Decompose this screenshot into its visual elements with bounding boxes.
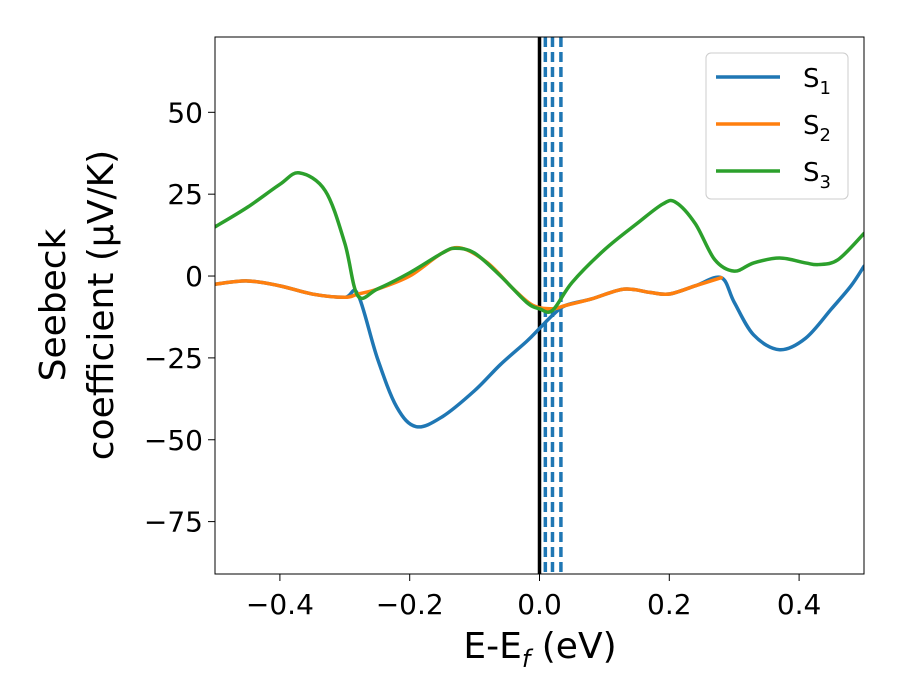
x-tick-label: −0.4 [246, 588, 314, 621]
y-axis-label-line2: coefficient (μV/K) [81, 150, 122, 460]
y-tick-label: 0 [185, 260, 203, 293]
series-line-S3 [215, 171, 864, 314]
reference-lines [537, 37, 563, 574]
y-tick-label: −75 [144, 506, 203, 539]
legend: S1 S2 S3 [705, 52, 849, 200]
y-axis-label-line1: Seebeck [33, 228, 74, 381]
y-tick-label: −25 [144, 342, 203, 375]
y-axis: 50 25 0 −25 −50 −75 [144, 96, 215, 539]
legend-label-S2: S2 [803, 111, 831, 146]
x-tick-label: 0.4 [777, 588, 822, 621]
x-tick-label: 0.2 [647, 588, 692, 621]
y-axis-label: Seebeck coefficient (μV/K) [33, 150, 122, 460]
legend-label-S1: S1 [803, 64, 831, 99]
y-tick-label: 50 [167, 96, 203, 129]
series-line-S2 [215, 245, 723, 311]
x-axis-label: E-Ef (eV) [463, 626, 616, 673]
y-tick-label: 25 [167, 178, 203, 211]
series-layer [215, 171, 864, 429]
legend-label-S3: S3 [803, 158, 831, 193]
x-tick-label: −0.2 [376, 588, 444, 621]
x-axis: −0.4 −0.2 0.0 0.2 0.4 [246, 574, 821, 621]
legend-box [705, 52, 849, 200]
y-tick-label: −50 [144, 424, 203, 457]
x-tick-label: 0.0 [517, 588, 562, 621]
